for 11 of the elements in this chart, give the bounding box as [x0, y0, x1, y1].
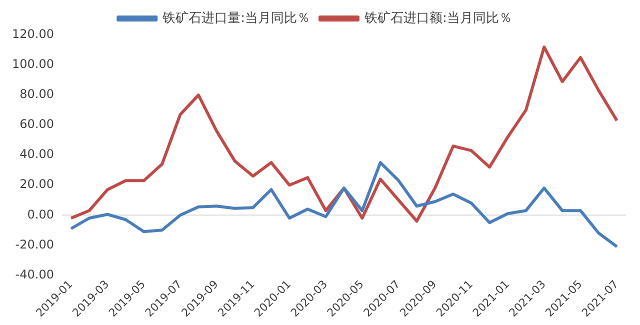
legend-label: 铁矿石进口额:当月同比％: [364, 10, 512, 26]
y-tick-label: 20.00: [20, 177, 54, 192]
legend-label: 铁矿石进口量:当月同比％: [162, 10, 310, 26]
y-tick-label: 40.00: [20, 147, 54, 162]
y-tick-label: 0.00: [27, 207, 54, 222]
y-tick-label: -20.00: [15, 237, 54, 252]
y-tick-label: 100.00: [12, 57, 54, 72]
y-tick-label: -40.00: [15, 267, 54, 282]
y-tick-label: 60.00: [20, 117, 54, 132]
y-tick-label: 120.00: [12, 27, 54, 42]
y-tick-label: 80.00: [20, 87, 54, 102]
